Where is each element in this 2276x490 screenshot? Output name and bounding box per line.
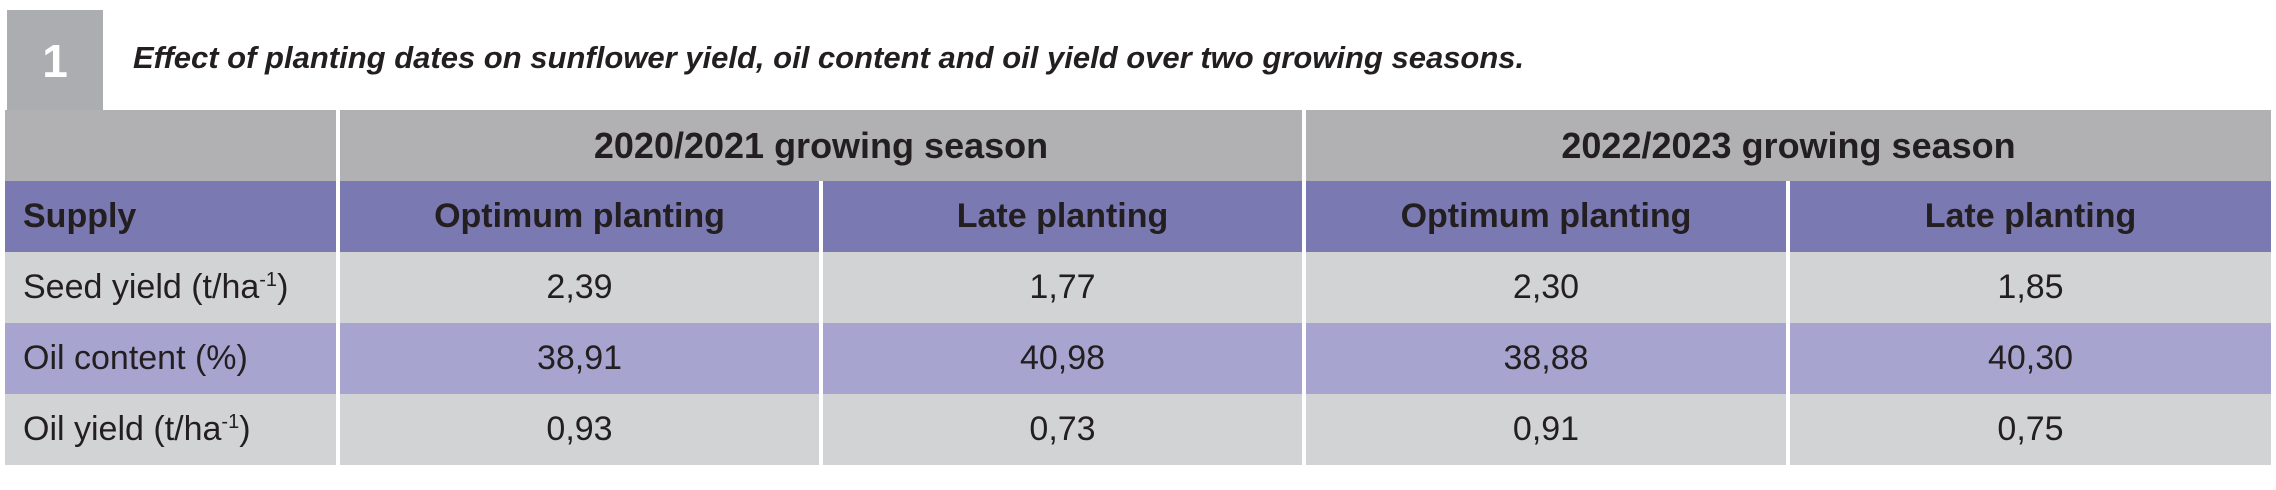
season-header-row: 2020/2021 growing season 2022/2023 growi…	[5, 110, 2271, 181]
table-row-oil-content: Oil content (%) 38,91 40,98 38,88 40,30	[5, 323, 2271, 394]
row-label-text: Oil content (%)	[23, 339, 248, 377]
row-label-oil-content: Oil content (%)	[5, 323, 338, 394]
row-label-oil-yield: Oil yield (t/ha-1)	[5, 394, 338, 465]
season-header-2022-2023: 2022/2023 growing season	[1302, 110, 2271, 181]
table-cell: 0,73	[819, 394, 1304, 465]
table-cell: 38,91	[336, 323, 821, 394]
row-label-text: Oil yield (t/ha	[23, 410, 222, 448]
column-header-optimum-2022: Optimum planting	[1302, 181, 1788, 252]
table-row-seed-yield: Seed yield (t/ha-1) 2,39 1,77 2,30 1,85	[5, 252, 2271, 323]
table-cell: 0,93	[336, 394, 821, 465]
row-label-end: )	[239, 410, 251, 448]
table-cell: 1,85	[1786, 252, 2271, 323]
table-row-oil-yield: Oil yield (t/ha-1) 0,93 0,73 0,91 0,75	[5, 394, 2271, 465]
season-header-2020-2021: 2020/2021 growing season	[336, 110, 1304, 181]
column-header-late-2022: Late planting	[1786, 181, 2271, 252]
table-cell: 0,91	[1302, 394, 1788, 465]
table-cell: 40,98	[819, 323, 1304, 394]
column-header-late-2020: Late planting	[819, 181, 1304, 252]
table-caption: Effect of planting dates on sunflower yi…	[133, 40, 1525, 75]
table-cell: 38,88	[1302, 323, 1788, 394]
table-cell: 40,30	[1786, 323, 2271, 394]
table-cell: 1,77	[819, 252, 1304, 323]
table-number-badge: 1	[7, 10, 103, 111]
row-label-text: Seed yield (t/ha	[23, 268, 260, 306]
table-cell: 2,39	[336, 252, 821, 323]
row-label-superscript: -1	[259, 269, 278, 291]
data-table: 2020/2021 growing season 2022/2023 growi…	[5, 110, 2271, 465]
season-header-empty	[5, 110, 338, 181]
table-cell: 2,30	[1302, 252, 1788, 323]
row-label-seed-yield: Seed yield (t/ha-1)	[5, 252, 338, 323]
column-header-optimum-2020: Optimum planting	[336, 181, 821, 252]
column-header-supply: Supply	[5, 181, 338, 252]
table-cell: 0,75	[1786, 394, 2271, 465]
row-label-superscript: -1	[221, 411, 240, 433]
row-label-end: )	[277, 268, 289, 306]
column-header-row: Supply Optimum planting Late planting Op…	[5, 181, 2271, 252]
